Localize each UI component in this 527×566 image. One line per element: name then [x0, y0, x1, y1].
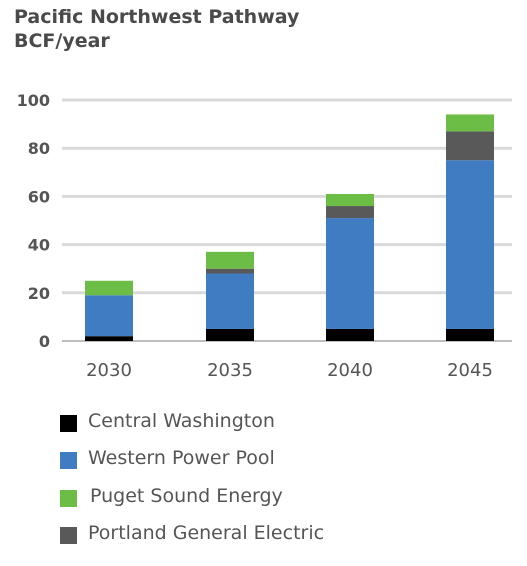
- x-tick-label: 2035: [207, 360, 253, 381]
- legend-swatch: [60, 452, 77, 469]
- bar-segment: [326, 218, 374, 329]
- chart-title: Pacific Northwest Pathway: [14, 6, 300, 28]
- x-tick-label: 2030: [86, 360, 132, 381]
- y-tick-label: 60: [28, 187, 50, 206]
- legend-swatch: [60, 490, 77, 507]
- bars: [85, 114, 494, 341]
- x-tick-labels: 2030 2035 2040 2045: [86, 360, 493, 381]
- x-tick-label: 2045: [447, 360, 493, 381]
- bar-segment: [326, 206, 374, 219]
- gridlines: [62, 98, 512, 342]
- y-tick-labels: 0 20 40 60 80 100: [17, 91, 50, 351]
- y-tick-label: 80: [28, 139, 50, 158]
- bar-segment: [446, 114, 494, 132]
- legend-label: Central Washington: [88, 410, 275, 432]
- legend-label: Portland General Electric: [88, 522, 325, 544]
- legend-label: Puget Sound Energy: [90, 485, 283, 507]
- bar-segment: [85, 336, 133, 341]
- legend-label: Western Power Pool: [88, 447, 275, 469]
- bar-segment: [446, 131, 494, 161]
- bar-segment: [326, 193, 374, 207]
- bar-segment: [206, 328, 254, 341]
- y-tick-label: 0: [39, 332, 50, 351]
- x-tick-label: 2040: [327, 360, 373, 381]
- bar-segment: [206, 251, 254, 269]
- bar-segment: [326, 328, 374, 341]
- bar-segment: [446, 328, 494, 341]
- y-tick-label: 20: [28, 284, 50, 303]
- chart-subtitle: BCF/year: [14, 30, 110, 52]
- legend-swatch: [60, 527, 77, 544]
- bar-segment: [206, 268, 254, 274]
- y-tick-label: 40: [28, 236, 50, 255]
- bar-segment: [85, 295, 133, 337]
- legend-swatch: [60, 415, 77, 432]
- bar-segment: [206, 273, 254, 329]
- bar-segment: [85, 280, 133, 296]
- y-tick-label: 100: [17, 91, 50, 110]
- bar-segment: [446, 160, 494, 329]
